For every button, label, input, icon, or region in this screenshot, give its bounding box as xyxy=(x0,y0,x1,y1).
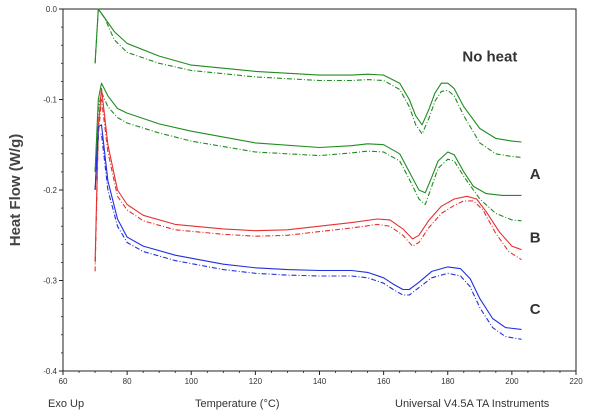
x-tick-label: 220 xyxy=(569,377,583,386)
curve-label-a: A xyxy=(530,166,541,183)
y-tick-label: -0.4 xyxy=(43,367,57,376)
y-axis-label: Heat Flow (W/g) xyxy=(7,134,24,247)
x-tick-label: 100 xyxy=(185,377,199,386)
y-tick-label: 0.0 xyxy=(46,5,58,14)
x-tick-label: 200 xyxy=(505,377,519,386)
series-line-no-heat-dashdot xyxy=(94,8,522,158)
series-line-C-solid xyxy=(94,124,522,330)
series-line-no-heat-solid xyxy=(94,8,522,143)
series-line-B-solid xyxy=(94,88,522,263)
x-tick-label: 60 xyxy=(59,377,68,386)
series-layer xyxy=(94,8,522,340)
plot-frame xyxy=(62,8,577,372)
y-tick-label: -0.1 xyxy=(43,96,57,105)
series-line-A-dashdot xyxy=(94,91,522,222)
y-tick-label: -0.2 xyxy=(43,186,57,195)
x-tick-label: 180 xyxy=(441,377,455,386)
x-axis-label: Temperature (°C) xyxy=(195,398,280,410)
x-tick-label: 140 xyxy=(313,377,327,386)
curve-label-c: C xyxy=(530,301,541,318)
series-line-A-solid xyxy=(94,82,522,196)
instrument-label: Universal V4.5A TA Instruments xyxy=(395,398,550,410)
x-tick-label: 120 xyxy=(249,377,263,386)
series-line-B-dashdot xyxy=(94,98,522,272)
y-tick-label: -0.3 xyxy=(43,277,57,286)
tick-layer: 60 80 100 120 140 160 180 200 220 0.0 -0.1 -0.2 -0.3… xyxy=(43,5,583,386)
curve-label-no-heat: No heat xyxy=(462,48,517,65)
curve-label-b: B xyxy=(530,229,541,246)
x-tick-label: 160 xyxy=(377,377,391,386)
x-tick-label: 80 xyxy=(123,377,132,386)
dsc-chart: 60 80 100 120 140 160 180 200 220 0.0 -0.1 -0.2 -0.3… xyxy=(7,5,583,386)
label-layer: Heat Flow (W/g) No heat A B C xyxy=(7,48,541,317)
exo-up-label: Exo Up xyxy=(48,398,85,410)
